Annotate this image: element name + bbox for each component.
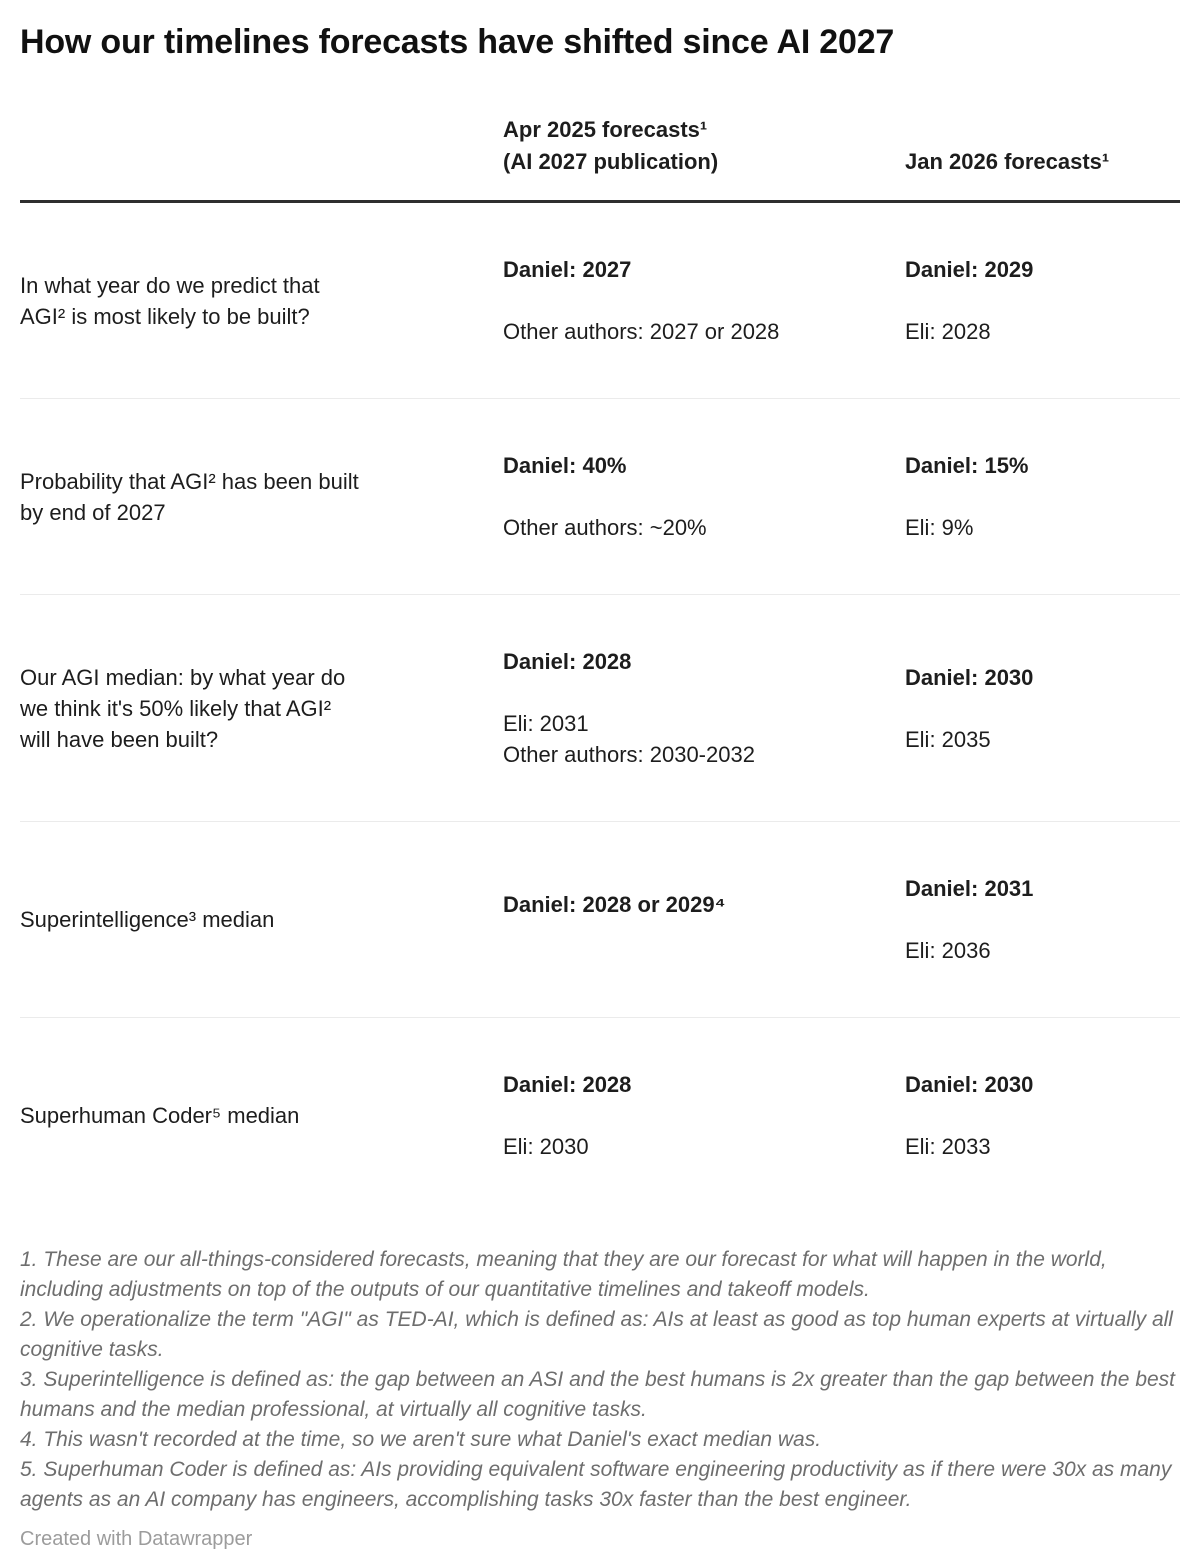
question-cell: Our AGI median: by what year do we think…	[20, 594, 503, 822]
forecast-table: Apr 2025 forecasts¹ (AI 2027 publication…	[20, 114, 1180, 1213]
footnote-5: 5. Superhuman Coder is defined as: AIs p…	[20, 1458, 1172, 1511]
apr-2025-cell: Daniel: 2027 Other authors: 2027 or 2028	[503, 201, 905, 399]
chart-title: How our timelines forecasts have shifted…	[20, 23, 895, 61]
forecast-secondary-value: Eli: 2028	[905, 319, 991, 344]
forecast-primary-value: Daniel: 15%	[905, 453, 1029, 478]
forecast-secondary-value: Eli: 2035	[905, 726, 991, 752]
jan-2026-cell: Daniel: 15% Eli: 9%	[905, 398, 1180, 595]
datawrapper-table-page: How our timelines forecasts have shifted…	[20, 23, 1180, 1550]
header-apr-2025-forecasts: Apr 2025 forecasts¹ (AI 2027 publication…	[503, 114, 905, 203]
footnote-2: 2. We operationalize the term "AGI" as T…	[20, 1308, 1173, 1361]
question-cell: Superintelligence³ median	[20, 821, 503, 1018]
footnote-4: 4. This wasn't recorded at the time, so …	[20, 1428, 822, 1451]
forecast-primary-value: Daniel: 2029	[905, 257, 1034, 282]
forecast-primary-value: Daniel: 40%	[503, 453, 627, 478]
forecast-primary-value: Daniel: 2028	[503, 1072, 632, 1097]
table-row: Our AGI median: by what year do we think…	[20, 594, 1180, 822]
forecast-secondary-value: Other authors: 2027 or 2028	[503, 319, 780, 344]
header-question-column	[20, 114, 503, 203]
apr-2025-cell: Daniel: 2028 Eli: 2031 Other authors: 20…	[503, 594, 905, 822]
question-cell: Probability that AGI² has been built by …	[20, 398, 503, 595]
forecast-primary-value: Daniel: 2031	[905, 876, 1034, 901]
forecast-primary-value: Daniel: 2028	[503, 649, 632, 674]
footnote-3: 3. Superintelligence is defined as: the …	[20, 1368, 1176, 1421]
header-row: Apr 2025 forecasts¹ (AI 2027 publication…	[20, 114, 1180, 203]
forecast-secondary-value: Eli: 9%	[905, 515, 974, 540]
question-cell: Superhuman Coder⁵ median	[20, 1103, 300, 1128]
forecast-secondary-value: Eli: 2031 Other authors: 2030-2032	[503, 711, 755, 767]
jan-2026-cell: Daniel: 2031 Eli: 2036	[905, 821, 1180, 1018]
datawrapper-attribution-link[interactable]: Created with Datawrapper	[20, 1528, 253, 1550]
footnote-1: 1. These are our all-things-considered f…	[20, 1248, 1107, 1301]
footnotes-block: 1. These are our all-things-considered f…	[20, 1245, 1180, 1515]
forecast-secondary-value: Eli: 2033	[905, 1134, 991, 1159]
table-row: Probability that AGI² has been built by …	[20, 398, 1180, 595]
header-jan-2026-forecasts: Jan 2026 forecasts¹	[905, 114, 1180, 203]
apr-2025-cell: Daniel: 2028 Eli: 2030	[503, 1018, 905, 1214]
table-row: Superhuman Coder⁵ median Daniel: 2028 El…	[20, 1018, 1180, 1214]
apr-2025-cell: Daniel: 40% Other authors: ~20%	[503, 398, 905, 595]
forecast-primary-value: Daniel: 2028 or 2029⁴	[503, 891, 726, 917]
jan-2026-cell: Daniel: 2030 Eli: 2035	[905, 594, 1180, 822]
forecast-secondary-value: Eli: 2036	[905, 938, 991, 963]
table-row: In what year do we predict that AGI² is …	[20, 201, 1180, 399]
forecast-primary-value: Daniel: 2027	[503, 257, 632, 282]
forecast-primary-value: Daniel: 2030	[905, 1072, 1034, 1097]
jan-2026-cell: Daniel: 2030 Eli: 2033	[905, 1018, 1180, 1214]
question-cell: In what year do we predict that AGI² is …	[20, 201, 503, 399]
table-row: Superintelligence³ median Daniel: 2028 o…	[20, 821, 1180, 1018]
jan-2026-cell: Daniel: 2029 Eli: 2028	[905, 201, 1180, 399]
forecast-secondary-value: Eli: 2030	[503, 1134, 589, 1159]
apr-2025-cell: Daniel: 2028 or 2029⁴	[503, 821, 905, 1018]
forecast-primary-value: Daniel: 2030	[905, 664, 1034, 690]
forecast-secondary-value: Other authors: ~20%	[503, 515, 707, 540]
